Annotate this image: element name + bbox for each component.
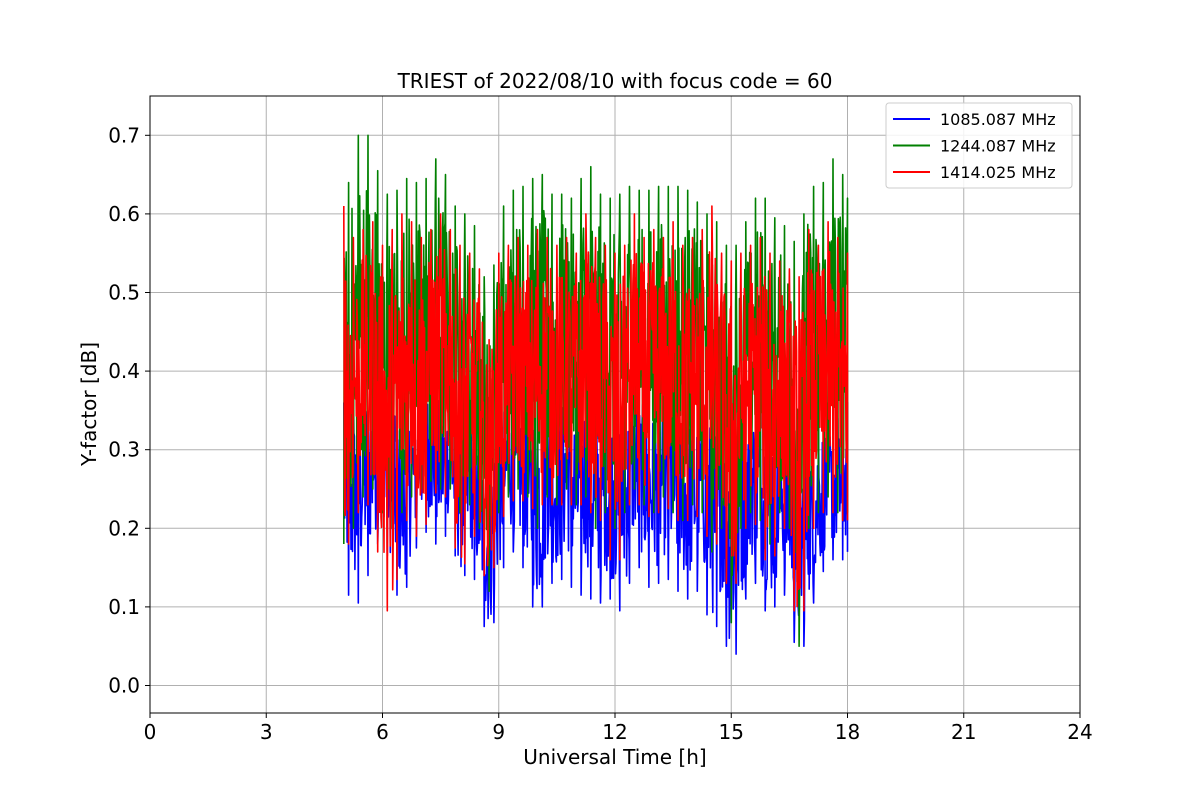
- chart-title: TRIEST of 2022/08/10 with focus code = 6…: [397, 69, 833, 93]
- plot-area: [342, 134, 849, 655]
- x-tick-label: 15: [719, 720, 744, 744]
- y-tick-label: 0.3: [108, 438, 140, 462]
- y-axis-label: Y-factor [dB]: [77, 342, 101, 467]
- y-tick-label: 0.1: [108, 595, 140, 619]
- x-axis-label: Universal Time [h]: [523, 745, 706, 769]
- ticks: 0 3 6 9 12 15 18 21 24 0.0 0.1 0.2 0.3 0.4 0.5 0.6 0.7: [108, 123, 1093, 744]
- y-tick-label: 0.0: [108, 673, 140, 697]
- x-tick-label: 6: [376, 720, 389, 744]
- legend-label: 1085.087 MHz: [940, 110, 1056, 129]
- legend-box: [885, 102, 1073, 189]
- x-tick-label: 3: [260, 720, 273, 744]
- series-line: [342, 205, 849, 612]
- legend: 1085.087 MHz 1244.087 MHz 1414.025 MHz: [885, 102, 1073, 189]
- legend-label: 1244.087 MHz: [940, 137, 1056, 156]
- y-tick-label: 0.6: [108, 202, 140, 226]
- x-tick-label: 18: [835, 720, 860, 744]
- y-tick-label: 0.7: [108, 123, 140, 147]
- x-tick-label: 21: [951, 720, 976, 744]
- y-tick-label: 0.4: [108, 359, 140, 383]
- x-tick-label: 9: [492, 720, 505, 744]
- y-tick-label: 0.5: [108, 280, 140, 304]
- y-tick-label: 0.2: [108, 516, 140, 540]
- legend-label: 1414.025 MHz: [940, 163, 1056, 182]
- x-tick-label: 0: [144, 720, 157, 744]
- x-tick-label: 12: [602, 720, 627, 744]
- x-tick-label: 24: [1067, 720, 1092, 744]
